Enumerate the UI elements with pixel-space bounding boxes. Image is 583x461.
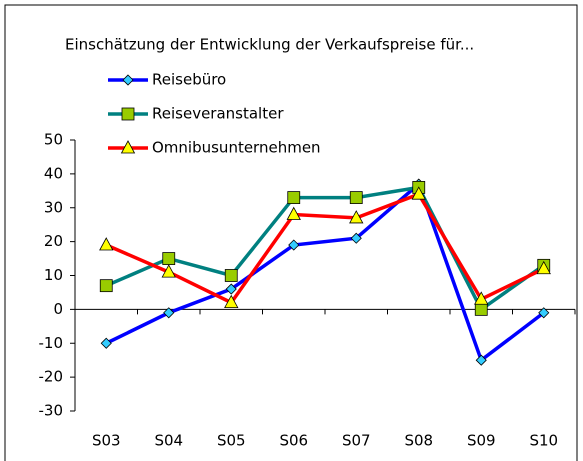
data-point bbox=[349, 191, 363, 204]
data-point bbox=[100, 337, 112, 349]
legend-label: Reiseveranstalter bbox=[152, 105, 284, 123]
x-tick-label: S06 bbox=[279, 432, 308, 450]
data-point bbox=[288, 239, 300, 251]
y-tick-label: 10 bbox=[44, 266, 63, 284]
data-point bbox=[99, 279, 113, 293]
y-tick-label: -10 bbox=[39, 334, 64, 352]
legend-label: Reisebüro bbox=[152, 71, 226, 89]
chart-title: Einschätzung der Entwicklung der Verkauf… bbox=[65, 36, 474, 54]
y-tick-label: 30 bbox=[44, 198, 63, 216]
data-point bbox=[474, 302, 488, 316]
y-tick-label: 20 bbox=[44, 232, 63, 250]
y-tick-label: -30 bbox=[39, 402, 64, 420]
data-point bbox=[350, 232, 362, 244]
series-line bbox=[105, 181, 545, 364]
x-tick-label: S08 bbox=[404, 432, 433, 450]
data-point bbox=[474, 291, 489, 305]
x-tick-label: S03 bbox=[92, 432, 121, 450]
data-point bbox=[536, 260, 551, 275]
x-tick-label: S04 bbox=[154, 432, 183, 450]
data-point bbox=[224, 269, 238, 282]
data-point bbox=[163, 307, 175, 319]
legend-marker bbox=[122, 74, 134, 86]
x-tick-label: S07 bbox=[342, 432, 371, 450]
data-point bbox=[475, 354, 487, 366]
data-point bbox=[225, 283, 237, 295]
data-point bbox=[287, 191, 301, 204]
data-point bbox=[162, 252, 176, 265]
series-line bbox=[105, 185, 545, 312]
data-point bbox=[161, 264, 176, 278]
y-tick-label: 0 bbox=[53, 300, 63, 318]
y-tick-label: -20 bbox=[39, 368, 64, 386]
series-line bbox=[105, 192, 545, 305]
x-tick-label: S05 bbox=[217, 432, 246, 450]
data-point bbox=[349, 210, 364, 224]
x-tick-label: S10 bbox=[529, 432, 558, 450]
data-point bbox=[286, 206, 301, 220]
legend-label: Omnibusunternehmen bbox=[152, 139, 321, 157]
y-tick-label: 50 bbox=[44, 131, 63, 149]
data-point bbox=[411, 186, 426, 200]
x-tick-label: S09 bbox=[467, 432, 496, 450]
data-point bbox=[99, 237, 114, 251]
y-tick-label: 40 bbox=[44, 164, 63, 182]
legend-marker bbox=[120, 140, 136, 154]
data-point bbox=[224, 294, 239, 309]
data-point bbox=[538, 307, 550, 319]
chart-border bbox=[4, 4, 578, 461]
legend-marker bbox=[121, 107, 135, 121]
